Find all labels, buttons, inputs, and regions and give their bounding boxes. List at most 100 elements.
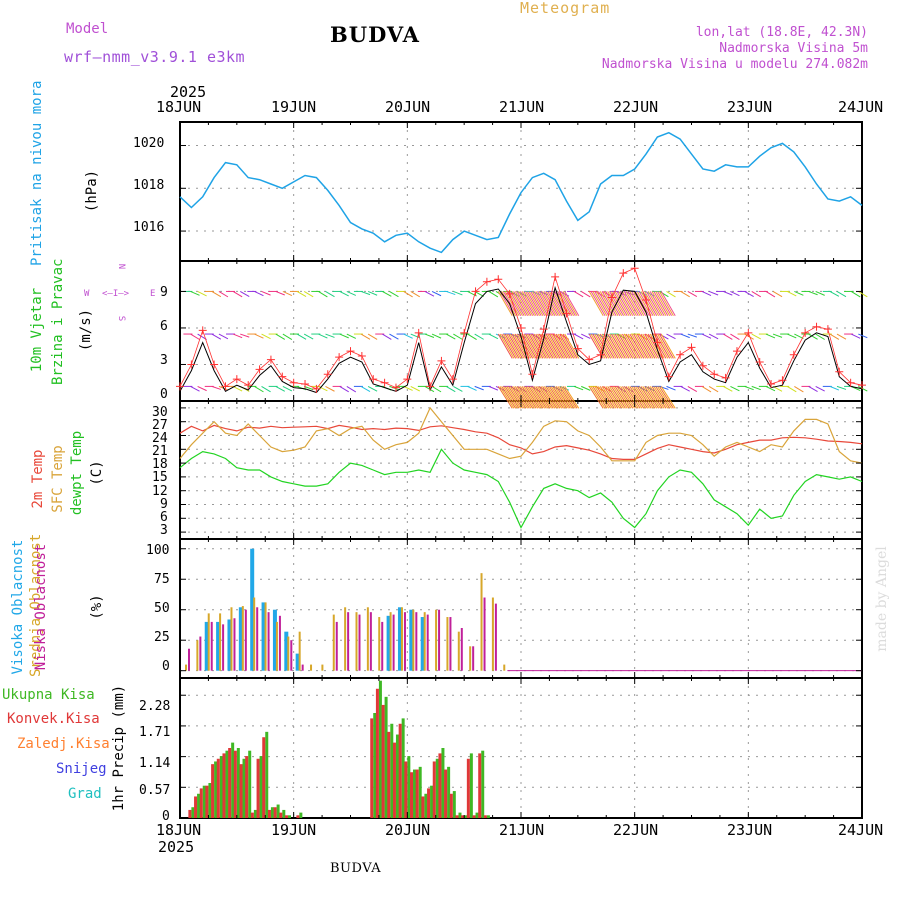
wind-gust-marker [607, 293, 616, 302]
wind-hatch-mid-1-16 [618, 333, 634, 359]
wind-hatch-low-0-12 [518, 386, 534, 409]
pressure-tick-1018: 1018 [133, 178, 165, 193]
wind-ylabel-1: 10m Vjetar [29, 287, 45, 373]
precip-bar-total-23 [395, 734, 399, 818]
wind-hatch-mid-1-37 [657, 333, 672, 359]
wind-arrow-0-77 [730, 290, 740, 297]
wind-gust-marker [346, 347, 355, 356]
wind-hatch-mid-1-36 [655, 333, 671, 359]
wind-hatch-low-0-37 [560, 386, 576, 409]
cloud-bar-srednja-2 [207, 613, 210, 671]
temp-tick-21: 21 [152, 444, 168, 459]
wind-hatch-mid-0-29 [547, 333, 563, 359]
cloud-bar-visoka-5 [238, 607, 243, 671]
cloud-bar-srednja-25 [469, 646, 472, 671]
cloud-bar-srednja-10 [298, 631, 301, 671]
wind-arrow-0-23 [346, 290, 357, 296]
wind-hatch-top-1-35 [653, 291, 669, 317]
cloud-bar-niska-5 [244, 609, 247, 671]
wind-hatch-top-0-4 [504, 291, 520, 317]
wind-hatch-top-0-28 [545, 291, 561, 317]
wind-gust-marker [278, 372, 287, 381]
wind-hatch-mid-0-17 [526, 333, 542, 359]
wind-arrow-2-67 [659, 385, 669, 390]
wind-arrow-2-10 [254, 385, 264, 393]
wind-arrow-1-88 [808, 333, 818, 340]
wind-gust-marker [437, 356, 446, 365]
wind-hatch-low-1-24 [633, 386, 648, 409]
wind-hatch-low-0-17 [526, 386, 542, 409]
precip-bar-conv-26 [410, 772, 414, 818]
wind-hatch-low-0-32 [552, 386, 568, 409]
temp-tick-18: 18 [152, 457, 168, 472]
wind-arrow-0-41 [474, 290, 484, 297]
wind-arrow-2-77 [730, 385, 740, 392]
coords-label: lon,lat (18.8E, 42.3N) [695, 25, 868, 40]
temp-dewpt-line [179, 448, 863, 529]
wind-arrow-1-82 [765, 333, 776, 339]
precip-bar-total-18 [299, 812, 303, 818]
cloud-bar-niska-21 [426, 614, 429, 671]
precip-tick-171: 1.71 [139, 725, 171, 740]
date-top-4: 22JUN [613, 98, 659, 116]
wind-hatch-low-1-29 [642, 386, 658, 409]
wind-hatch-low-1-7 [601, 386, 617, 409]
wind-gust-marker [289, 378, 298, 387]
wind-hatch-mid-0-2 [501, 333, 517, 359]
wind-hatch-top-0-20 [531, 291, 547, 317]
wind-gust-marker [664, 372, 673, 381]
wind-arrow-1-40 [467, 333, 477, 340]
wind-gust-marker [789, 350, 798, 359]
wind-hatch-mid-1-15 [616, 333, 632, 359]
precip-ylabel: 1hr Precip (mm) [111, 684, 127, 812]
wind-hatch-low-1-17 [620, 386, 636, 409]
wind-hatch-top-1-36 [655, 291, 671, 317]
wind-hatch-low-1-5 [598, 386, 613, 409]
wind-hatch-mid-1-11 [609, 333, 624, 359]
wind-hatch-top-1-20 [625, 291, 641, 317]
temp-tick-6: 6 [160, 510, 168, 525]
wind-hatch-low-0-31 [550, 386, 566, 409]
wind-hatch-mid-1-30 [644, 333, 660, 359]
precip-tick-057: 0.57 [139, 783, 171, 798]
wind-arrow-1-70 [680, 333, 690, 339]
date-bottom-6: 24JUN [838, 821, 884, 839]
wind-arrow-0-1 [190, 290, 200, 296]
wind-arrow-2-76 [723, 385, 733, 392]
model-name: wrf–nmm_v3.9.1 e3km [64, 48, 246, 66]
wind-hatch-mid-1-39 [660, 333, 676, 359]
precip-bar-total-33 [452, 791, 456, 818]
wind-hatch-mid-1-22 [629, 333, 645, 359]
wind-arrow-1-56 [581, 333, 591, 339]
wind-hatch-top-0-13 [519, 291, 535, 317]
wind-arrow-1-95 [858, 333, 868, 339]
wind-hatch-mid-0-6 [508, 333, 523, 359]
wind-arrow-1-13 [275, 333, 286, 340]
precip-bar-conv-30 [432, 761, 436, 818]
precip-bar-total-12 [259, 756, 263, 818]
wind-hatch-top-1-39 [660, 291, 676, 317]
wind-hatch-top-1-18 [622, 291, 637, 317]
date-bottom-0: 18JUN [156, 821, 202, 839]
wind-arrow-1-17 [303, 333, 314, 340]
wind-hatch-low-0-39 [564, 386, 580, 409]
temp-tick-15: 15 [152, 470, 168, 485]
grid-layer [180, 122, 862, 819]
precip-bar-conv-38 [478, 753, 482, 818]
wind-speed-line [179, 285, 863, 394]
wind-hatch-low-0-25 [540, 386, 556, 409]
wind-hatch-low-1-11 [609, 386, 624, 409]
wind-hatch-top-1-37 [657, 291, 672, 317]
precip-bar-conv-25 [404, 761, 408, 818]
compass-west: W [84, 289, 90, 299]
precip-bar-conv-1 [194, 796, 198, 818]
precip-legend-snow: Snijeg [56, 761, 107, 777]
wind-arrow-2-13 [275, 385, 286, 392]
date-top-2: 20JUN [385, 98, 431, 116]
wind-arrow-2-25 [360, 385, 371, 392]
wind-arrow-0-83 [772, 291, 783, 298]
wind-gust-marker [585, 355, 594, 364]
wind-arrow-0-88 [808, 290, 818, 296]
wind-hatch-mid-0-33 [554, 333, 569, 359]
wind-hatch-top-0-17 [526, 291, 542, 317]
